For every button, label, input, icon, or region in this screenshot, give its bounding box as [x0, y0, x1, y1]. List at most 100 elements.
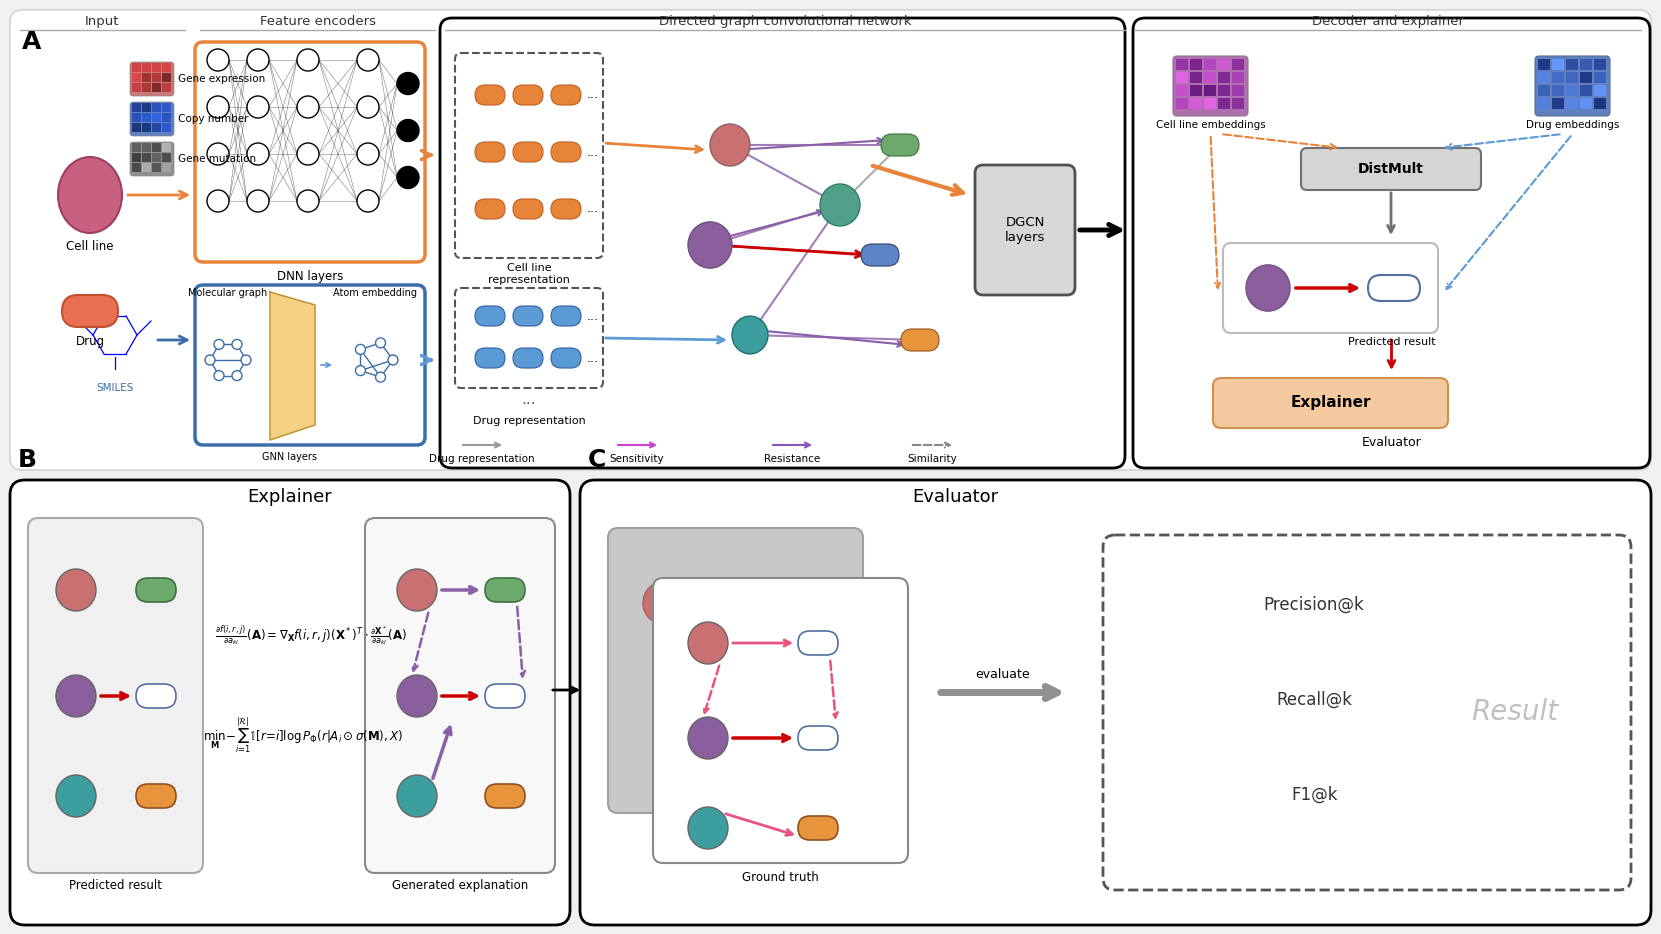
FancyBboxPatch shape [551, 306, 581, 326]
Ellipse shape [375, 338, 385, 347]
Bar [1218, 59, 1231, 70]
Ellipse shape [56, 569, 96, 611]
Text: Explainer: Explainer [1291, 395, 1370, 411]
Text: Feature encoders: Feature encoders [259, 15, 375, 28]
Text: Explainer: Explainer [247, 488, 332, 506]
Bar [1595, 98, 1606, 109]
Text: F1@k: F1@k [1291, 786, 1337, 804]
FancyBboxPatch shape [880, 134, 919, 156]
FancyBboxPatch shape [1173, 56, 1247, 116]
Bar [1551, 98, 1565, 109]
Bar [1595, 59, 1606, 70]
Text: evaluate: evaluate [975, 668, 1030, 681]
FancyBboxPatch shape [551, 142, 581, 162]
Bar [141, 103, 151, 112]
Bar [1551, 59, 1565, 70]
Text: C: C [588, 448, 606, 472]
Ellipse shape [397, 120, 419, 141]
FancyBboxPatch shape [513, 199, 543, 219]
Text: Precision@k: Precision@k [1264, 596, 1365, 614]
Ellipse shape [397, 73, 419, 94]
FancyBboxPatch shape [485, 578, 525, 602]
FancyBboxPatch shape [136, 578, 176, 602]
Ellipse shape [58, 157, 121, 233]
Bar [141, 153, 151, 162]
FancyBboxPatch shape [10, 480, 570, 925]
Bar [163, 163, 171, 172]
Text: DNN layers: DNN layers [277, 270, 344, 283]
Bar [1580, 85, 1591, 96]
Bar [163, 83, 171, 92]
Text: DGCN
layers: DGCN layers [1005, 216, 1045, 244]
FancyBboxPatch shape [440, 18, 1124, 468]
Bar [1538, 59, 1550, 70]
Bar [131, 63, 141, 72]
FancyBboxPatch shape [455, 53, 603, 258]
Text: Molecular graph: Molecular graph [188, 288, 267, 298]
FancyBboxPatch shape [513, 85, 543, 105]
Ellipse shape [389, 355, 399, 365]
FancyBboxPatch shape [900, 329, 938, 351]
Ellipse shape [247, 96, 269, 118]
Text: Input: Input [85, 15, 120, 28]
Text: Evaluator: Evaluator [1362, 436, 1422, 449]
FancyBboxPatch shape [455, 288, 603, 388]
FancyBboxPatch shape [130, 102, 174, 136]
Text: Copy number: Copy number [178, 114, 249, 124]
FancyBboxPatch shape [130, 62, 174, 96]
FancyBboxPatch shape [485, 784, 525, 808]
Ellipse shape [357, 190, 379, 212]
Ellipse shape [688, 717, 728, 759]
Ellipse shape [355, 345, 365, 354]
Ellipse shape [688, 622, 728, 664]
Bar [131, 103, 141, 112]
Bar [131, 143, 141, 152]
Bar [1538, 85, 1550, 96]
Bar [1580, 98, 1591, 109]
Bar [1566, 59, 1578, 70]
Text: Ground truth: Ground truth [742, 871, 819, 884]
Text: Atom embedding: Atom embedding [332, 288, 417, 298]
Ellipse shape [208, 96, 229, 118]
Text: Gene expression: Gene expression [178, 74, 266, 84]
Bar [163, 103, 171, 112]
FancyBboxPatch shape [797, 816, 839, 840]
FancyBboxPatch shape [475, 199, 505, 219]
FancyBboxPatch shape [28, 518, 203, 873]
Text: Drug embeddings: Drug embeddings [1526, 120, 1619, 130]
Ellipse shape [821, 184, 860, 226]
Bar [1176, 98, 1188, 109]
Bar [163, 73, 171, 82]
Bar [163, 113, 171, 122]
Bar [141, 73, 151, 82]
Text: Cell line embeddings: Cell line embeddings [1156, 120, 1266, 130]
Ellipse shape [247, 190, 269, 212]
FancyBboxPatch shape [1369, 275, 1420, 301]
Bar [131, 83, 141, 92]
Bar [131, 123, 141, 132]
FancyBboxPatch shape [475, 142, 505, 162]
Bar [131, 163, 141, 172]
FancyBboxPatch shape [194, 285, 425, 445]
Bar [1538, 98, 1550, 109]
Text: ...: ... [586, 309, 600, 322]
Text: ...: ... [522, 392, 537, 407]
Text: ...: ... [586, 203, 600, 216]
Text: Drug representation: Drug representation [429, 454, 535, 464]
FancyBboxPatch shape [475, 348, 505, 368]
FancyBboxPatch shape [513, 142, 543, 162]
Bar [1218, 85, 1231, 96]
Text: Recall@k: Recall@k [1276, 691, 1352, 709]
FancyBboxPatch shape [475, 85, 505, 105]
FancyBboxPatch shape [1213, 378, 1448, 428]
Bar [1566, 85, 1578, 96]
Ellipse shape [241, 355, 251, 365]
Ellipse shape [297, 143, 319, 165]
Ellipse shape [357, 96, 379, 118]
Bar [163, 63, 171, 72]
Ellipse shape [214, 339, 224, 349]
Text: ...: ... [586, 89, 600, 102]
Bar [141, 83, 151, 92]
Bar [153, 63, 161, 72]
FancyBboxPatch shape [551, 348, 581, 368]
